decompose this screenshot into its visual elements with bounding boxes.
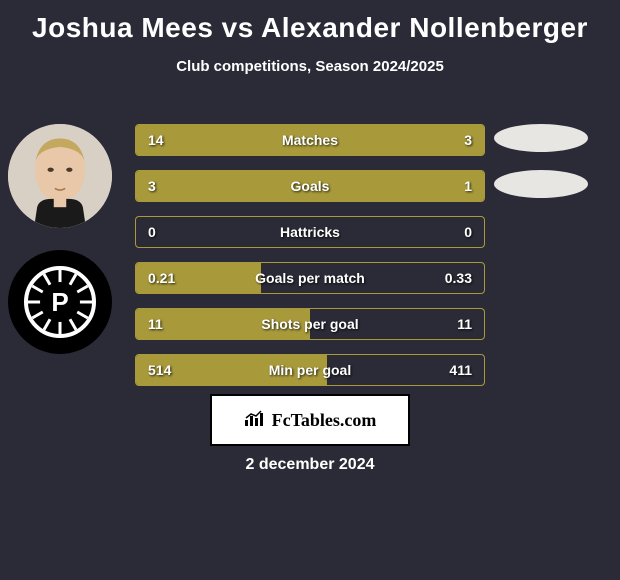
bar-value-left: 3 xyxy=(148,178,156,194)
stats-bars: 14 3 Matches 3 1 Goals 0 0 Hattricks 0.21 0.33 Goal… xyxy=(135,124,485,386)
bar-value-right: 0.33 xyxy=(445,270,472,286)
brand-box[interactable]: FcTables.com xyxy=(210,394,410,446)
bar-value-left: 0 xyxy=(148,224,156,240)
bar-fill-left xyxy=(136,125,400,155)
bar-label: Goals per match xyxy=(255,270,365,286)
stat-bar: 11 11 Shots per goal xyxy=(135,308,485,340)
bubble-2 xyxy=(494,170,588,198)
stat-bar: 0 0 Hattricks xyxy=(135,216,485,248)
player-face-icon xyxy=(8,124,112,228)
stat-bar: 0.21 0.33 Goals per match xyxy=(135,262,485,294)
bar-label: Goals xyxy=(291,178,330,194)
club-letter: P xyxy=(40,282,80,322)
bubble-1 xyxy=(494,124,588,152)
club-badge-icon: P xyxy=(24,266,96,338)
club-avatar: P xyxy=(8,250,112,354)
bar-value-right: 0 xyxy=(464,224,472,240)
bar-value-right: 1 xyxy=(464,178,472,194)
bar-label: Min per goal xyxy=(269,362,351,378)
bar-label: Matches xyxy=(282,132,338,148)
bar-value-left: 14 xyxy=(148,132,164,148)
bar-value-right: 3 xyxy=(464,132,472,148)
bar-value-left: 514 xyxy=(148,362,171,378)
bar-value-right: 411 xyxy=(449,362,472,378)
stat-bar: 14 3 Matches xyxy=(135,124,485,156)
brand-chart-icon xyxy=(244,409,266,432)
stat-bar: 3 1 Goals xyxy=(135,170,485,202)
bar-value-right: 11 xyxy=(457,316,472,332)
player-avatar xyxy=(8,124,112,228)
stat-bar: 514 411 Min per goal xyxy=(135,354,485,386)
page-title: Joshua Mees vs Alexander Nollenberger xyxy=(0,0,620,44)
bar-value-left: 0.21 xyxy=(148,270,175,286)
avatars-column: P xyxy=(8,124,112,354)
bar-label: Hattricks xyxy=(280,224,340,240)
bar-value-left: 11 xyxy=(148,316,163,332)
bubbles-column xyxy=(494,124,588,198)
brand-text: FcTables.com xyxy=(272,410,377,431)
bar-label: Shots per goal xyxy=(261,316,358,332)
date-text: 2 december 2024 xyxy=(246,456,375,474)
bar-fill-left xyxy=(136,171,397,201)
subtitle: Club competitions, Season 2024/2025 xyxy=(0,58,620,75)
